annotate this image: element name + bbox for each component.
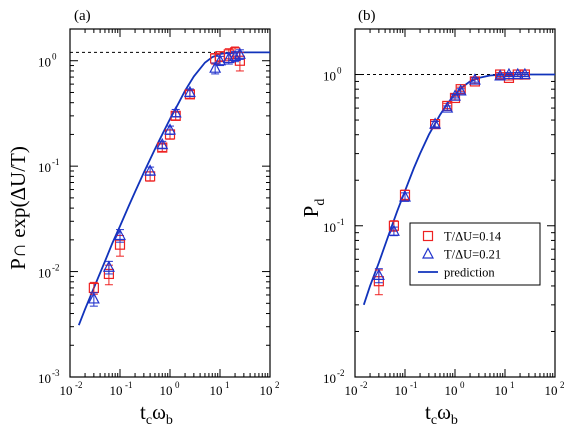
- y-axis-label: Pd: [299, 199, 328, 218]
- data-point-triangle: [494, 69, 507, 81]
- data-point-triangle: [114, 228, 126, 241]
- x-axis-label-sub-b: b: [451, 413, 458, 428]
- plot-frame: [69, 28, 271, 378]
- x-tick-exponent: -1: [125, 380, 133, 390]
- legend-label: prediction: [444, 266, 495, 280]
- x-tick-exponent: 1: [225, 380, 230, 390]
- data-point-triangle: [468, 73, 481, 85]
- x-tick-exponent: 0: [460, 380, 465, 390]
- legend-box: [409, 222, 541, 286]
- x-tick-label: 10: [445, 383, 458, 398]
- plot-frame: [354, 28, 556, 378]
- legend-marker-square: [422, 230, 434, 242]
- x-axis-label: tcωb: [425, 400, 458, 428]
- y-tick-exponent: 0: [337, 66, 342, 76]
- data-point-triangle: [454, 84, 467, 96]
- panel-label: (a): [74, 8, 91, 24]
- x-axis-label: tcωb: [140, 400, 173, 428]
- x-tick-exponent: -2: [75, 380, 83, 390]
- data-point-triangle: [441, 101, 454, 113]
- x-tick-exponent: 2: [560, 380, 565, 390]
- x-axis-label-sub-c: c: [146, 413, 152, 428]
- x-tick-exponent: 1: [510, 380, 515, 390]
- x-tick-exponent: 0: [175, 380, 180, 390]
- x-axis-label-t: t: [425, 400, 431, 424]
- y-tick-label: 10: [323, 69, 336, 84]
- x-axis-label-sub-c: c: [431, 413, 437, 428]
- data-point-square: [469, 76, 480, 87]
- legend-marker-triangle: [422, 247, 434, 259]
- data-point-triangle: [233, 47, 246, 59]
- x-tick-label: 10: [395, 383, 408, 398]
- y-tick-label: 10: [323, 371, 336, 386]
- y-tick-label: 10: [323, 220, 336, 235]
- x-tick-label: 10: [210, 383, 223, 398]
- panel-a: 10 -2 10 -1 10 0 10 1 10 210 -310 -210 -110 0(a)tcωbP…: [6, 8, 280, 428]
- data-point-triangle: [399, 190, 411, 202]
- data-point-triangle: [229, 49, 242, 61]
- x-tick-label: 10: [60, 383, 73, 398]
- y-tick-exponent: -2: [52, 263, 60, 273]
- data-point-triangle: [214, 53, 226, 66]
- x-tick-label: 10: [260, 383, 273, 398]
- data-point-triangle: [387, 224, 400, 236]
- legend-label: T/ΔU=0.21: [444, 248, 501, 262]
- data-point-triangle: [183, 85, 196, 98]
- x-axis-label-t: t: [140, 400, 146, 424]
- x-axis-label-omega: ω: [152, 400, 166, 424]
- x-tick-exponent: -2: [360, 380, 368, 390]
- x-tick-label: 10: [495, 383, 508, 398]
- y-axis-label: P∩ exp(ΔU/T): [6, 146, 30, 270]
- y-tick-label: 10: [38, 55, 51, 70]
- x-tick-label: 10: [110, 383, 123, 398]
- x-tick-label: 10: [345, 383, 358, 398]
- y-tick-label: 10: [38, 371, 51, 386]
- y-tick-label: 10: [38, 266, 51, 281]
- data-point-triangle: [429, 117, 442, 129]
- data-point-triangle: [164, 123, 176, 135]
- y-tick-label: 10: [38, 160, 51, 175]
- legend-label: T/ΔU=0.14: [444, 230, 502, 244]
- x-tick-label: 10: [545, 383, 558, 398]
- data-point-triangle: [144, 164, 157, 176]
- y-tick-exponent: -3: [52, 368, 60, 378]
- data-point-triangle: [511, 67, 524, 80]
- y-axis-label-sub: d: [313, 199, 328, 206]
- y-axis-label-p: P: [299, 206, 323, 218]
- panel-label: (b): [358, 8, 376, 24]
- y-tick-exponent: 0: [52, 52, 57, 62]
- data-point-triangle: [169, 106, 182, 118]
- y-tick-exponent: -1: [337, 217, 345, 227]
- data-point-triangle: [209, 61, 222, 73]
- panel-b: 10 -2 10 -1 10 0 10 1 10 210 -210 -110 0(b)tcωbPdT/Δ…: [299, 8, 565, 428]
- data-point-triangle: [518, 67, 531, 80]
- y-tick-exponent: -2: [337, 368, 345, 378]
- data-point-triangle: [372, 268, 385, 280]
- data-point-triangle: [156, 137, 169, 150]
- x-tick-exponent: 2: [275, 380, 280, 390]
- x-tick-exponent: -1: [410, 380, 418, 390]
- data-point-triangle: [102, 260, 115, 272]
- data-point-triangle: [502, 67, 515, 80]
- x-axis-label-sub-b: b: [166, 413, 173, 428]
- x-axis-label-omega: ω: [437, 400, 451, 424]
- y-tick-exponent: -1: [52, 157, 60, 167]
- x-tick-label: 10: [160, 383, 173, 398]
- data-point-triangle: [87, 292, 100, 304]
